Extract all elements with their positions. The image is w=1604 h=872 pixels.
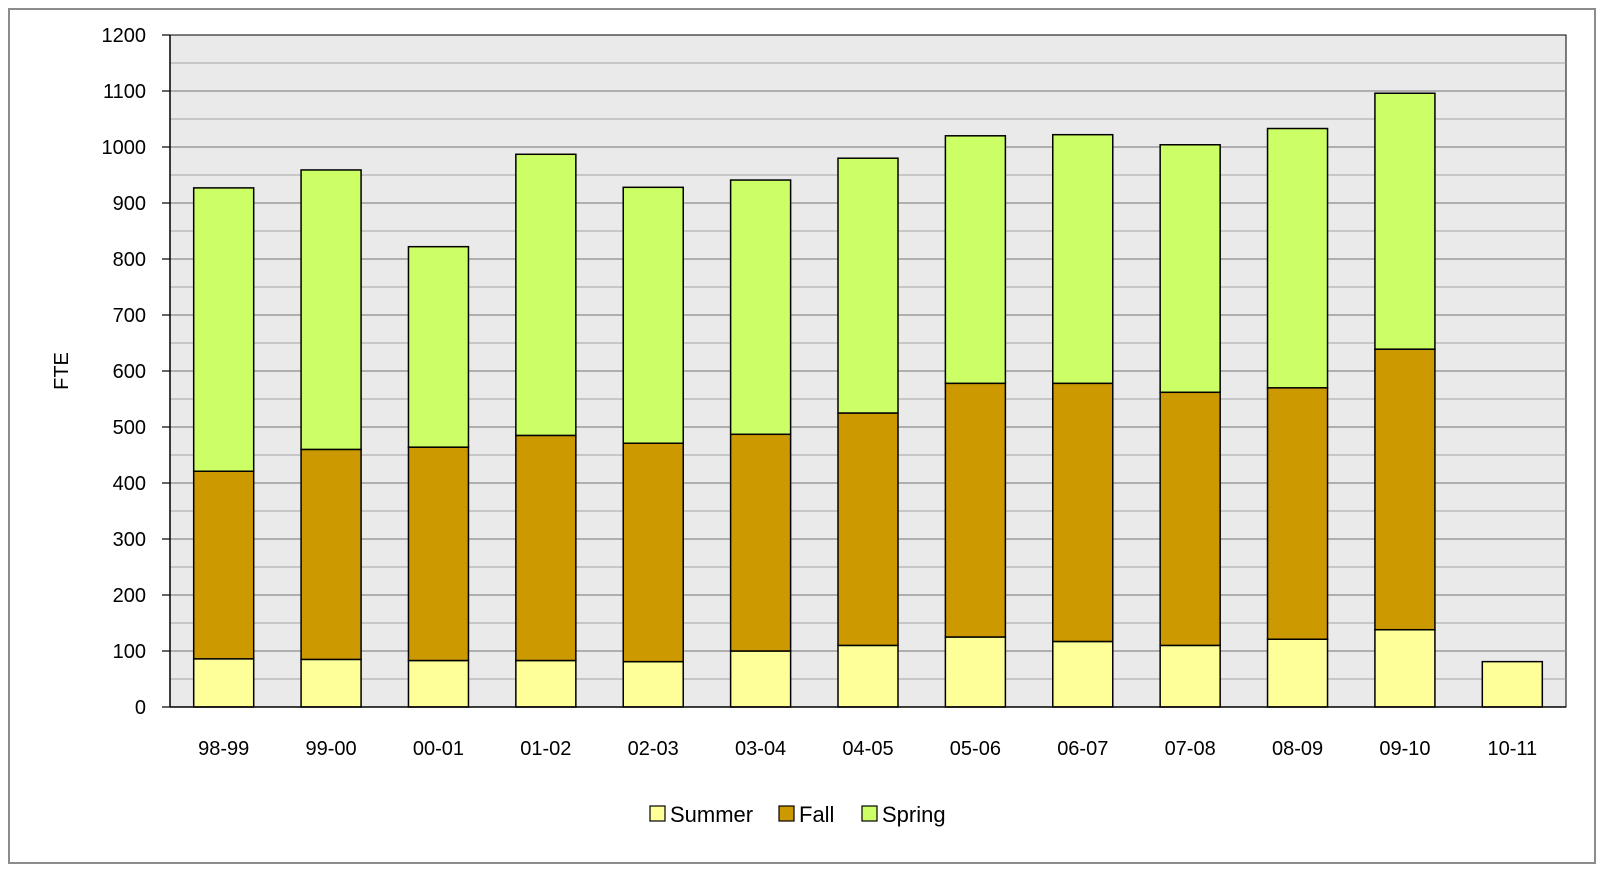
bar-fall-08-09	[1266, 387, 1329, 640]
legend-swatch-fall	[778, 805, 795, 822]
y-tick-label: 100	[113, 641, 146, 663]
bar-fall-02-03	[622, 442, 684, 663]
bar-fall-00-01	[407, 446, 470, 662]
bar-spring-98-99	[192, 187, 255, 472]
bar-spring-02-03	[622, 186, 684, 444]
bar-summer-05-06	[944, 636, 1007, 708]
legend-swatch-spring	[861, 805, 878, 822]
bar-summer-07-08	[1159, 644, 1221, 708]
y-tick-label: 300	[113, 529, 146, 551]
bar-summer-01-02	[515, 659, 577, 708]
bar-spring-06-07	[1052, 133, 1114, 385]
legend-label-summer: Summer	[670, 802, 753, 827]
axes	[162, 34, 1566, 708]
bar-fall-09-10	[1374, 348, 1436, 631]
y-tick-label: 600	[113, 361, 146, 383]
bar-fall-01-02	[515, 434, 577, 662]
x-tick-label: 02-03	[628, 738, 679, 760]
bar-spring-03-04	[729, 179, 792, 436]
x-tick-label: 07-08	[1165, 738, 1216, 760]
x-tick-label: 06-07	[1057, 738, 1108, 760]
x-tick-label: 03-04	[735, 738, 786, 760]
bar-spring-99-00	[300, 169, 362, 451]
x-tick-label: 05-06	[950, 738, 1001, 760]
bar-summer-00-01	[407, 659, 470, 708]
bars	[192, 92, 1544, 708]
x-tick-label: 01-02	[520, 738, 571, 760]
y-tick-label: 1000	[102, 137, 147, 159]
legend-swatch-summer	[649, 805, 666, 822]
y-tick-label: 1200	[102, 25, 147, 47]
legend-label-spring: Spring	[882, 802, 946, 827]
bar-summer-98-99	[192, 658, 255, 708]
y-tick-label: 0	[135, 697, 146, 719]
y-tick-label: 700	[113, 305, 146, 327]
legend: Summer Fall Spring	[649, 802, 946, 827]
x-tick-label: 08-09	[1272, 738, 1323, 760]
y-tick-label: 400	[113, 473, 146, 495]
bar-fall-05-06	[944, 382, 1007, 638]
bar-spring-01-02	[515, 153, 577, 437]
x-tick-label: 99-00	[305, 738, 356, 760]
bar-spring-09-10	[1374, 92, 1436, 350]
bar-fall-03-04	[729, 433, 792, 652]
x-tick-label: 10-11	[1487, 738, 1537, 760]
y-tick-label: 800	[113, 249, 146, 271]
bar-summer-10-11	[1481, 660, 1544, 708]
bar-fall-06-07	[1052, 382, 1114, 643]
x-tick-label: 98-99	[198, 738, 249, 760]
bar-summer-06-07	[1052, 640, 1114, 708]
bar-fall-04-05	[837, 412, 899, 647]
bar-spring-05-06	[944, 135, 1007, 385]
x-tick-labels: 98-99 99-00 00-01 01-02 02-03 03-04 04-05 05-06…	[198, 738, 1537, 760]
y-tick-label: 500	[113, 417, 146, 439]
bar-fall-07-08	[1159, 391, 1221, 647]
bar-summer-99-00	[300, 658, 362, 708]
y-tick-label: 200	[113, 585, 146, 607]
y-tick-label: 900	[113, 193, 146, 215]
bar-summer-08-09	[1266, 638, 1329, 708]
bar-summer-03-04	[729, 650, 792, 708]
bar-spring-04-05	[837, 157, 899, 414]
bar-fall-99-00	[300, 448, 362, 661]
x-tick-label: 00-01	[413, 738, 464, 760]
bar-spring-07-08	[1159, 144, 1221, 394]
legend-label-fall: Fall	[799, 802, 834, 827]
bar-summer-09-10	[1374, 628, 1436, 708]
y-tick-labels: 0 100 200 300 400 500 600 700 800 900 1000 1100 1200	[102, 25, 147, 719]
bar-summer-02-03	[622, 660, 684, 708]
bar-spring-08-09	[1266, 127, 1329, 389]
y-tick-label: 1100	[103, 81, 146, 103]
bar-fall-98-99	[192, 470, 255, 660]
x-tick-label: 09-10	[1379, 738, 1430, 760]
y-axis-title: FTE	[51, 352, 73, 390]
x-tick-label: 04-05	[842, 738, 893, 760]
bar-summer-04-05	[837, 644, 899, 708]
bar-spring-00-01	[407, 245, 470, 448]
